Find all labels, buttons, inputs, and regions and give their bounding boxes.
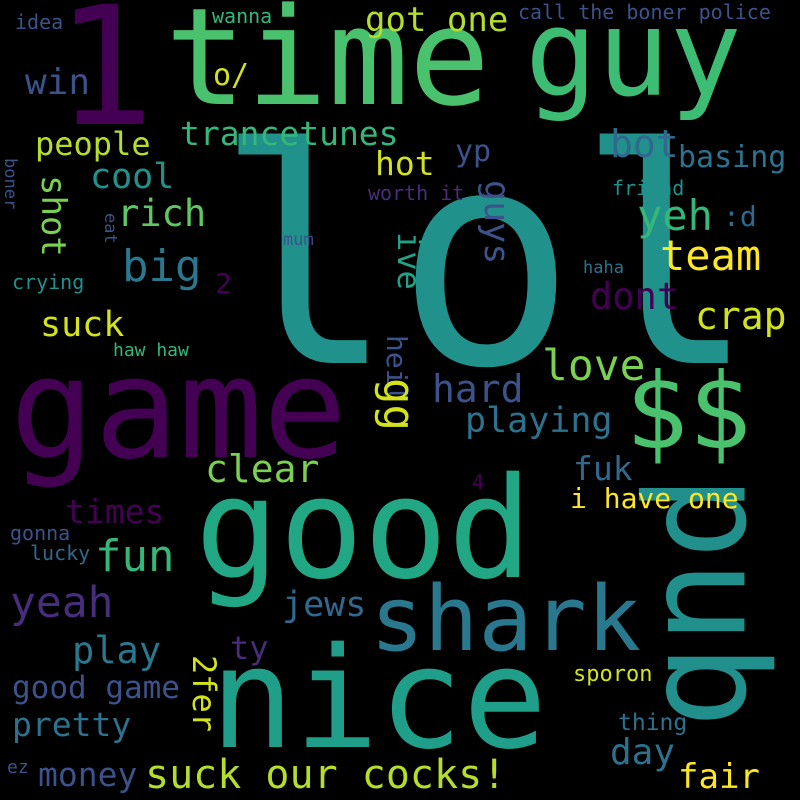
word-love: love [542, 341, 646, 391]
word-ive: ive [390, 232, 428, 290]
word-2: 2 [215, 267, 232, 300]
word-ez: ez [7, 757, 29, 778]
word-yp: yp [455, 134, 492, 169]
word-good: good [195, 448, 533, 611]
word-playing: playing [465, 401, 613, 441]
word-cool: cool [90, 157, 175, 197]
word-lucky: lucky [30, 541, 91, 565]
word-dollars: $$ [625, 351, 752, 473]
word-yeh: yeh [637, 191, 713, 240]
word-boner: boner [0, 158, 20, 210]
word-got-one: got one [365, 0, 509, 40]
word-crap: crap [695, 294, 787, 338]
word-basing: basing [678, 140, 787, 175]
word-fuk: fuk [573, 449, 633, 488]
word-friend: friend [612, 176, 685, 200]
word-2fer: 2fer [185, 655, 223, 733]
word-colon-d: :d [723, 200, 757, 233]
word-gonna: gonna [10, 521, 71, 545]
word-dont: dont [590, 275, 680, 318]
word-hard: hard [432, 367, 524, 411]
word-clear: clear [205, 447, 320, 491]
word-mum: mum [283, 230, 314, 250]
word-hot: hot [375, 144, 435, 183]
word-shark: shark [370, 567, 641, 672]
word-jews: jews [282, 585, 367, 625]
word-wanna: wanna [212, 4, 273, 28]
word-fun: fun [95, 531, 175, 582]
word-call-the-boner-police: call the boner police [518, 0, 771, 24]
word-win: win [25, 62, 91, 103]
word-sporon: sporon [573, 662, 653, 687]
word-team: team [660, 231, 762, 280]
word-big: big [122, 241, 202, 292]
word-people: people [35, 125, 151, 163]
word-trancetunes: trancetunes [180, 114, 399, 153]
word-nice: nice [210, 618, 548, 781]
word-4: 4 [472, 470, 485, 494]
word-o-slash: o/ [213, 58, 250, 93]
word-eat: eat [100, 213, 120, 244]
word-play: play [72, 629, 162, 672]
word-ty: ty [230, 629, 269, 667]
word-pretty: pretty [12, 705, 132, 744]
word-haha: haha [583, 258, 624, 278]
word-bot: bot [610, 122, 679, 166]
word-1: 1 [55, 0, 155, 163]
word-thing: thing [618, 710, 688, 736]
word-times: times [65, 492, 165, 531]
word-day: day [610, 732, 676, 773]
word-worth-it: worth it [368, 181, 465, 205]
word-yeah: yeah [10, 578, 114, 628]
word-suck: suck [40, 305, 125, 345]
word-money: money [38, 755, 138, 794]
word-guy: guy [525, 0, 742, 124]
word-fair: fair [678, 757, 760, 797]
word-rich: rich [117, 192, 207, 235]
word-good-game: good game [12, 670, 180, 706]
word-haw-haw: haw haw [113, 340, 189, 361]
word-game: game [10, 328, 348, 491]
word-shot: shot [33, 175, 73, 257]
word-i-have-one: i have one [570, 482, 739, 515]
word-lol: lol [215, 85, 757, 434]
word-guys: guys [476, 180, 516, 265]
word-idea: idea [15, 10, 64, 34]
word-suck-our: suck our cocks! [145, 752, 507, 798]
word-crying: crying [12, 270, 85, 294]
word-time: time [165, 0, 491, 136]
word-gg: gg [373, 378, 424, 431]
